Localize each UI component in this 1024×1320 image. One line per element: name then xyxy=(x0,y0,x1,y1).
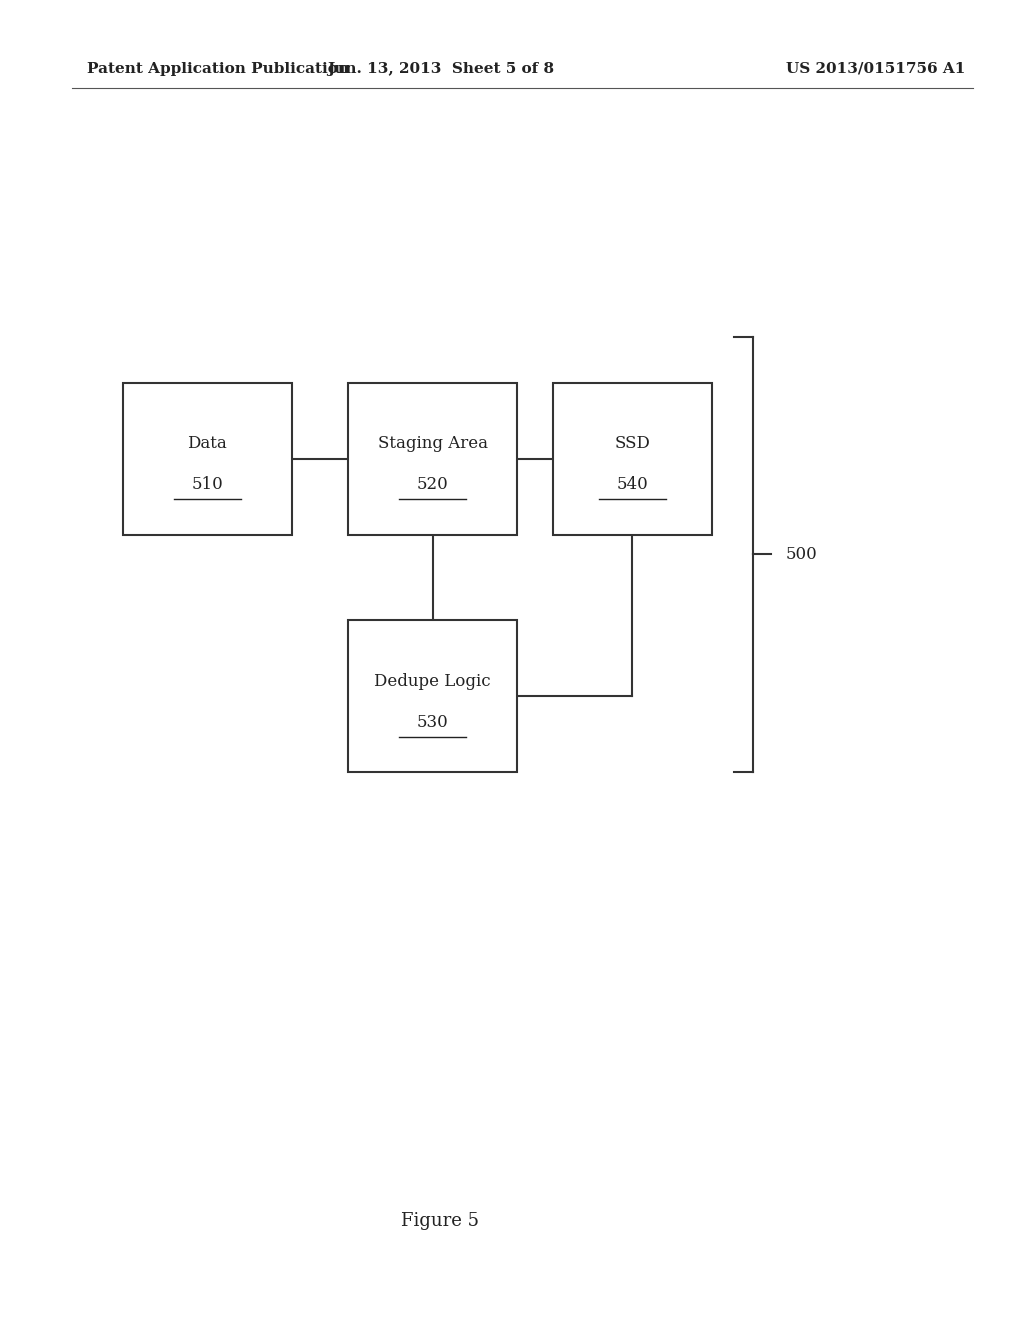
Text: 540: 540 xyxy=(616,477,648,492)
FancyBboxPatch shape xyxy=(123,383,292,535)
Text: Staging Area: Staging Area xyxy=(378,436,487,451)
FancyBboxPatch shape xyxy=(348,383,517,535)
Text: Patent Application Publication: Patent Application Publication xyxy=(87,62,349,75)
FancyBboxPatch shape xyxy=(348,620,517,772)
Text: 510: 510 xyxy=(191,477,223,492)
FancyBboxPatch shape xyxy=(553,383,712,535)
Text: US 2013/0151756 A1: US 2013/0151756 A1 xyxy=(785,62,966,75)
Text: Data: Data xyxy=(187,436,227,451)
Text: Jun. 13, 2013  Sheet 5 of 8: Jun. 13, 2013 Sheet 5 of 8 xyxy=(327,62,554,75)
Text: 520: 520 xyxy=(417,477,449,492)
Text: SSD: SSD xyxy=(614,436,650,451)
Text: 530: 530 xyxy=(417,714,449,730)
Text: Figure 5: Figure 5 xyxy=(401,1212,479,1230)
Text: Dedupe Logic: Dedupe Logic xyxy=(375,673,490,689)
Text: 500: 500 xyxy=(785,546,817,562)
